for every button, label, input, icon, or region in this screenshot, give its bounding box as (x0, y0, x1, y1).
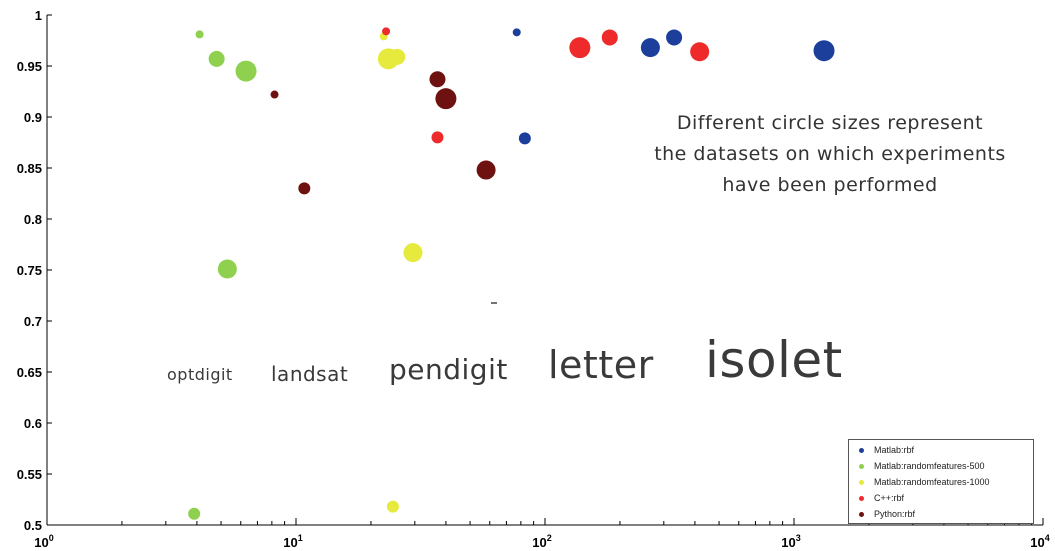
data-point-letter (217, 259, 237, 279)
legend-label: Matlab:randomfeatures-500 (874, 461, 985, 471)
x-tick-label: 102 (532, 533, 551, 550)
y-tick-label: 0.55 (17, 467, 42, 482)
legend-marker (859, 479, 864, 485)
data-point-optdigit (195, 30, 204, 39)
data-point-pendigit (601, 29, 618, 46)
legend-item: Matlab:rbf (855, 442, 1029, 458)
dataset-size-label-optdigit: optdigit (167, 365, 233, 384)
y-tick-label: 0.85 (17, 161, 42, 176)
annotation-line: the datasets on which experiments (654, 143, 1006, 165)
y-tick-label: 0.5 (24, 518, 42, 533)
legend-label: C++:rbf (874, 493, 905, 503)
legend-item: Matlab:randomfeatures-1000 (855, 474, 1029, 490)
legend-marker (859, 463, 864, 469)
legend-item: Python:rbf (855, 506, 1029, 522)
data-point-landsat (518, 132, 531, 145)
x-tick-label: 104 (1030, 533, 1049, 550)
data-point-isolet (435, 88, 457, 110)
legend-marker (859, 447, 864, 453)
legend-item: C++:rbf (855, 490, 1029, 506)
data-point-landsat (188, 507, 201, 520)
data-point-pendigit (429, 71, 446, 88)
dataset-size-label-pendigit: pendigit (389, 353, 508, 386)
annotation-line: Different circle sizes represent (676, 112, 984, 134)
y-tick-label: 0.65 (17, 365, 42, 380)
data-point-isolet (235, 60, 257, 82)
data-point-isolet (377, 48, 399, 70)
data-point-landsat (386, 500, 399, 513)
data-point-letter (476, 160, 496, 180)
chart-legend: Matlab:rbf Matlab:randomfeatures-500 Mat… (848, 439, 1034, 524)
y-tick-label: 0.75 (17, 263, 42, 278)
legend-label: Python:rbf (874, 509, 916, 519)
data-point-landsat (431, 131, 444, 144)
annotation-text: Different circle sizes represent the dat… (600, 108, 1055, 201)
data-point-optdigit (270, 90, 279, 99)
data-point-isolet (813, 40, 835, 62)
dataset-size-label-isolet: isolet (705, 331, 843, 389)
y-tick-label: 0.95 (17, 59, 42, 74)
data-point-landsat (298, 182, 311, 195)
legend-marker (859, 495, 864, 501)
data-point-letter (640, 38, 660, 58)
data-point-letter (690, 42, 710, 62)
annotation-line: have been performed (722, 174, 938, 196)
x-tick-label: 101 (283, 533, 302, 550)
dataset-size-label-landsat: landsat (271, 362, 349, 386)
legend-marker (859, 511, 864, 517)
y-tick-label: 0.6 (24, 416, 42, 431)
data-point-isolet (569, 37, 591, 59)
y-tick-label: 1 (35, 8, 42, 23)
x-tick-label: 103 (781, 533, 800, 550)
data-point-letter (403, 243, 423, 263)
y-tick-label: 0.9 (24, 110, 42, 125)
dataset-size-label-letter: letter (548, 343, 654, 387)
legend-label: Matlab:randomfeatures-1000 (874, 477, 990, 487)
x-tick-label: 100 (34, 533, 53, 550)
legend-label: Matlab:rbf (874, 445, 915, 455)
legend-item: Matlab:randomfeatures-500 (855, 458, 1029, 474)
y-tick-label: 0.8 (24, 212, 42, 227)
data-point-optdigit (512, 28, 521, 37)
data-point-pendigit (666, 29, 683, 46)
data-point-pendigit (208, 50, 225, 67)
data-point-optdigit (382, 27, 391, 36)
y-tick-label: 0.7 (24, 314, 42, 329)
